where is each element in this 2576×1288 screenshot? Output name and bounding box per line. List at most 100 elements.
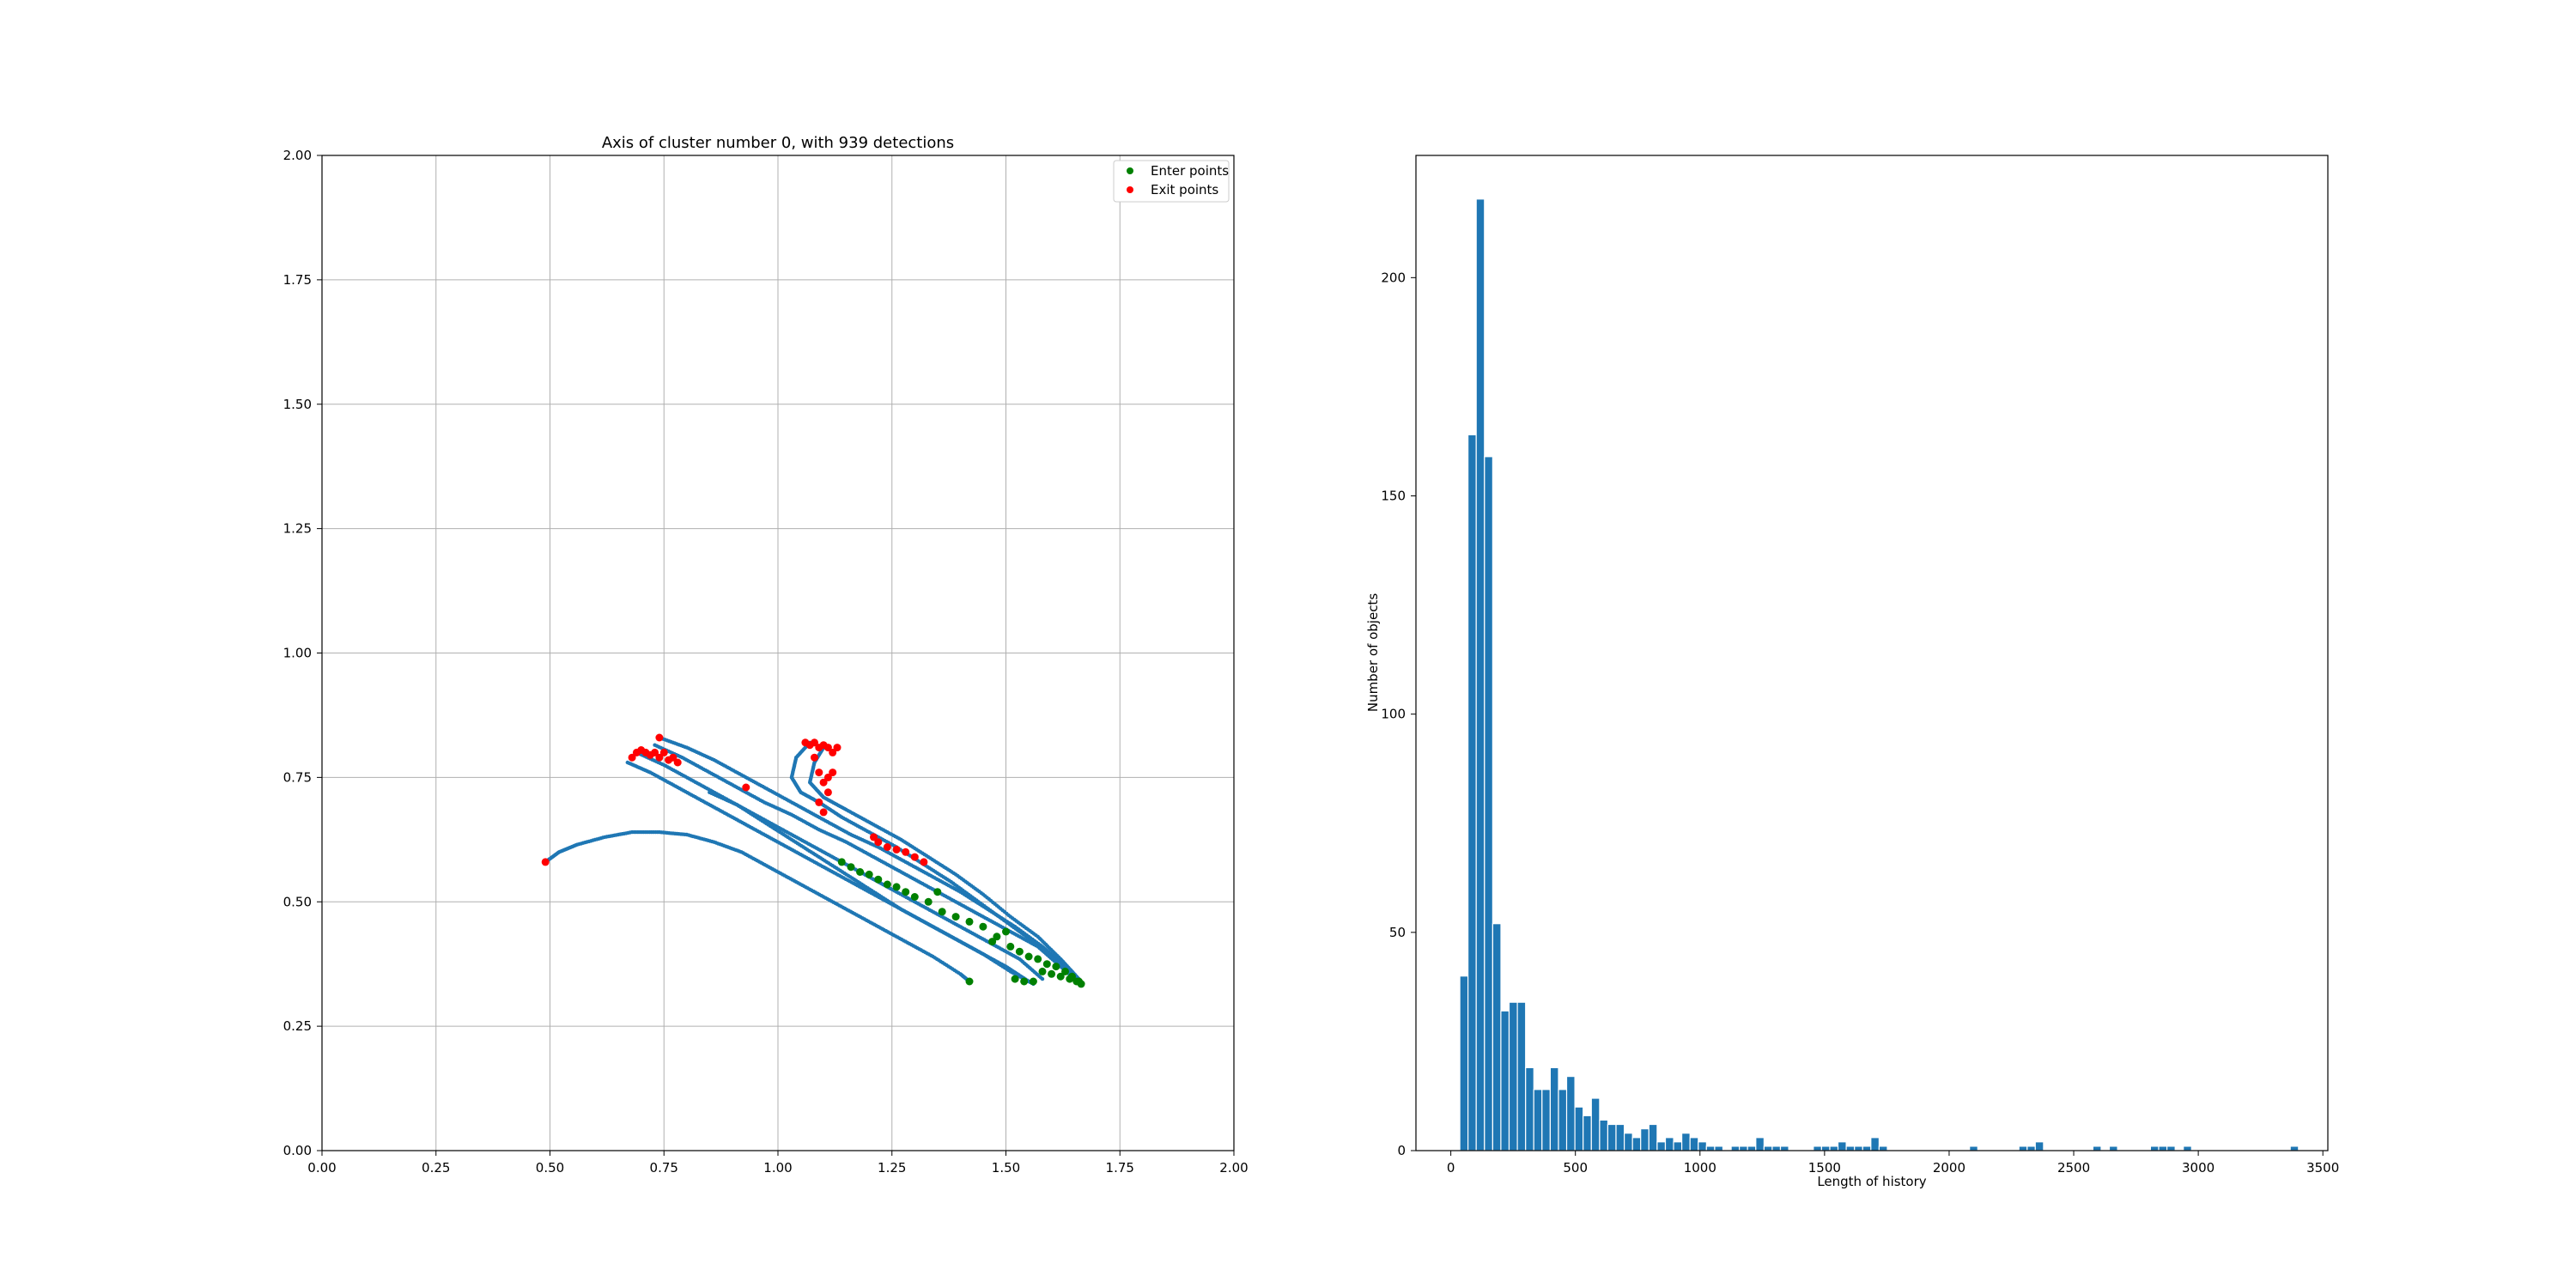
scatter-plot: 0.00 0.25 0.50 0.75 1.00 1.25 1.50 1.75 2.00 0.00… (283, 134, 1249, 1176)
histogram-bar (1664, 1137, 1674, 1151)
exit-point (902, 848, 910, 856)
histogram-bar (1820, 1145, 1831, 1151)
histogram-xtick-label: 3000 (2182, 1160, 2215, 1176)
exit-point (811, 753, 818, 762)
exit-point (815, 769, 823, 777)
exit-point (659, 748, 668, 756)
trajectory-point (1040, 976, 1045, 981)
histogram-bar (1648, 1123, 1658, 1151)
histogram-bar (1484, 456, 1494, 1151)
histogram-bar (1870, 1137, 1880, 1151)
enter-point (883, 880, 891, 889)
enter-point (865, 870, 873, 878)
histogram-bar (1583, 1115, 1592, 1151)
scatter-ytick-label: 1.75 (283, 272, 312, 288)
histogram-bar (1565, 1075, 1576, 1151)
exit-point (742, 783, 750, 792)
enter-point (1024, 952, 1033, 961)
histogram-bar (1878, 1145, 1888, 1151)
scatter-xtick-label: 2.00 (1219, 1160, 1248, 1176)
scatter-xtick-label: 0.25 (422, 1160, 450, 1176)
scatter-title: Axis of cluster number 0, with 939 detec… (602, 134, 954, 152)
scatter-xtick-label: 1.50 (992, 1160, 1020, 1176)
enter-point (1006, 942, 1015, 951)
histogram-xtick-label: 2500 (2057, 1160, 2090, 1176)
scatter-points (541, 733, 1085, 988)
scatter-xtick-label: 0.75 (650, 1160, 678, 1176)
histogram-bar (1533, 1089, 1543, 1151)
histogram-bar (2289, 1145, 2300, 1151)
exit-point (833, 744, 841, 752)
scatter-legend: Enter points Exit points (1113, 160, 1230, 203)
histogram-bar (2026, 1145, 2037, 1151)
histogram-bar (1779, 1145, 1789, 1151)
exit-point (892, 845, 901, 854)
exit-point (920, 858, 928, 866)
histogram-bar (2149, 1145, 2160, 1151)
exit-point (823, 744, 832, 752)
scatter-xtick-label: 1.75 (1106, 1160, 1134, 1176)
histogram-bar (1845, 1145, 1856, 1151)
enter-point (951, 913, 960, 921)
enter-point (892, 883, 901, 891)
histogram-ytick-label: 200 (1381, 270, 1406, 285)
exit-point (819, 778, 828, 787)
enter-point (1075, 977, 1083, 986)
histogram-bar (1640, 1127, 1649, 1151)
histogram-bar (1771, 1145, 1782, 1151)
scatter-trajectories (544, 735, 1084, 987)
histogram-bar (1459, 975, 1469, 1151)
histogram-xlabel: Length of history (1817, 1174, 1926, 1189)
enter-point (1056, 972, 1065, 981)
histogram-bar (1680, 1133, 1691, 1151)
enter-point (1015, 947, 1024, 956)
exit-point (815, 798, 823, 806)
histogram-bar (1549, 1066, 1559, 1151)
legend-enter-label: Enter points (1151, 163, 1229, 179)
exit-point (870, 833, 878, 841)
scatter-ticks: 0.00 0.25 0.50 0.75 1.00 1.25 1.50 1.75 2.00 0.00… (283, 148, 1249, 1176)
histogram-ytick-label: 0 (1397, 1143, 1406, 1158)
histogram-bar (1673, 1141, 1683, 1151)
histogram-bar (1590, 1097, 1601, 1151)
exit-point (910, 853, 919, 861)
enter-point (965, 917, 974, 926)
histogram-bar (2034, 1141, 2044, 1151)
histogram-bar (1607, 1123, 1617, 1151)
histogram-bar (1730, 1145, 1741, 1151)
histogram-bar (1714, 1145, 1724, 1151)
enter-point (1048, 969, 1056, 978)
enter-point (979, 922, 987, 931)
enter-point (837, 858, 846, 866)
histogram-xtick-label: 500 (1563, 1160, 1588, 1176)
histogram-bar (1705, 1145, 1716, 1151)
exit-point (883, 843, 891, 851)
enter-point (1038, 967, 1047, 975)
scatter-ytick-label: 0.50 (283, 894, 312, 909)
histogram-bar (1467, 434, 1477, 1151)
exit-point (541, 858, 550, 866)
scatter-xtick-label: 0.00 (307, 1160, 336, 1176)
enter-point (938, 908, 946, 916)
histogram-bar (1969, 1145, 1978, 1151)
histogram-ytick-label: 150 (1381, 489, 1406, 504)
legend-box (1113, 160, 1230, 203)
exit-point (669, 753, 677, 762)
histogram-bar (2166, 1145, 2176, 1151)
histogram-bar (1500, 1010, 1510, 1151)
enter-point (1061, 967, 1069, 975)
histogram-bars (1459, 198, 2300, 1151)
histogram-bar (1862, 1145, 1872, 1151)
exit-point (823, 773, 832, 781)
histogram-bar (1492, 923, 1502, 1151)
histogram-bar (1475, 198, 1485, 1151)
histogram-bar (2158, 1145, 2168, 1151)
histogram-bar (1599, 1119, 1609, 1151)
histogram-bar (1525, 1066, 1534, 1151)
histogram-xtick-label: 0 (1447, 1160, 1455, 1176)
scatter-ytick-label: 0.25 (283, 1018, 312, 1034)
histogram-bar (2183, 1145, 2192, 1151)
exit-point (829, 769, 837, 777)
scatter-ytick-label: 0.00 (283, 1143, 312, 1158)
scatter-ytick-label: 1.00 (283, 646, 312, 661)
